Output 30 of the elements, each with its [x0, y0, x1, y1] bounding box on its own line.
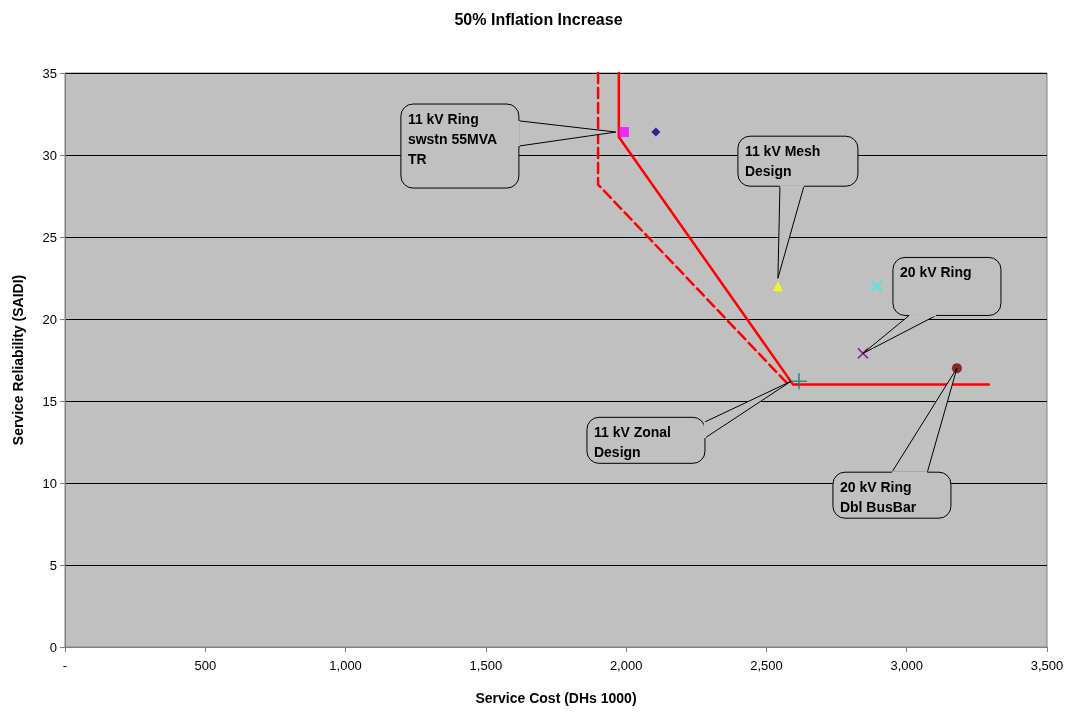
point — [772, 281, 783, 292]
x-tick-label: 1,500 — [469, 658, 503, 673]
x-tick-label: - — [62, 658, 68, 673]
point — [618, 127, 629, 138]
y-tick-label: 35 — [42, 65, 57, 81]
point — [790, 372, 808, 391]
y-axis-title: Service Reliability (SAIDI) — [10, 274, 26, 446]
y-tick-label: 5 — [49, 557, 57, 573]
annotation: 11 kV Ring swstn 55MVA TR — [407, 111, 498, 168]
x-tick-label: 3,000 — [890, 658, 923, 673]
annotation: 20 kV Ring Dbl BusBar — [839, 479, 917, 516]
y-tick-label: 10 — [42, 475, 57, 491]
x-tick-label: 2,000 — [609, 658, 643, 673]
point — [871, 280, 883, 292]
x-tick-label: 3,500 — [1030, 658, 1064, 673]
x-tick-label: 500 — [194, 658, 217, 673]
point — [651, 127, 661, 137]
x-axis-title: Service Cost (DHs 1000) — [475, 690, 637, 706]
y-tick-label: 20 — [42, 311, 57, 327]
x-tick-label: 2,500 — [750, 658, 783, 673]
annotation: 11 kV Zonal Design — [593, 424, 672, 461]
y-tick-label: 0 — [49, 639, 57, 655]
annotation: 20 kV Ring — [899, 264, 972, 281]
y-tick-label: 15 — [42, 393, 57, 409]
y-tick-label: 25 — [42, 229, 57, 245]
annotation: 11 kV Mesh Design — [744, 143, 821, 180]
point — [857, 347, 869, 360]
chart-title: 50% Inflation Increase — [454, 10, 623, 28]
x-tick-label: 1,000 — [329, 658, 362, 673]
y-tick-label: 30 — [42, 147, 57, 163]
